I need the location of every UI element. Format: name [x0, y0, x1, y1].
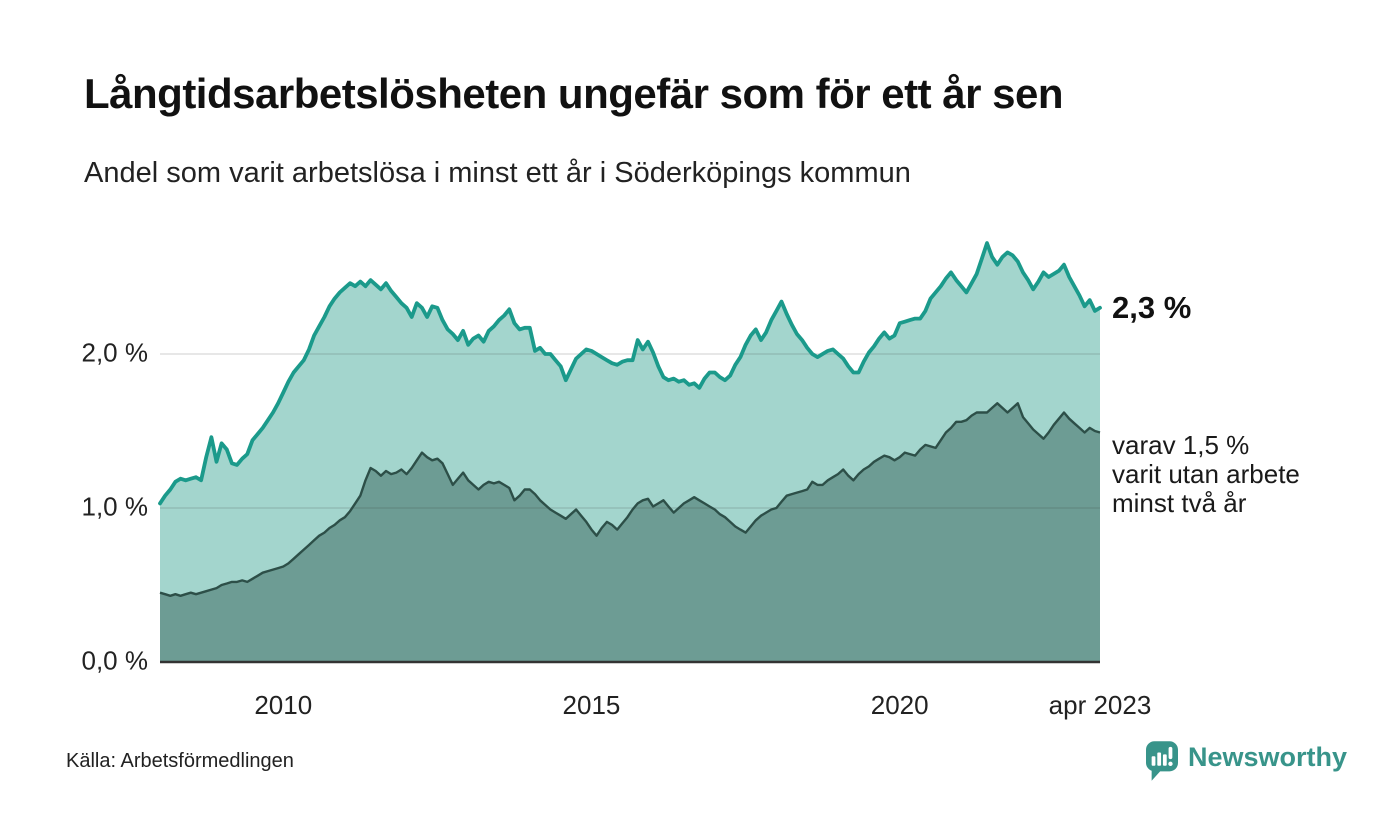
- x-tick-label: 2015: [562, 690, 621, 720]
- source-credit: Källa: Arbetsförmedlingen: [66, 750, 294, 772]
- y-tick-label: 1,0 %: [81, 491, 149, 522]
- page-subtitle: Andel som varit arbetslösa i minst ett å…: [84, 157, 911, 189]
- end-sub-line-1: varav 1,5 %: [1112, 429, 1250, 460]
- series-end-sub-label: varav 1,5 % varit utan arbete minst två …: [1112, 429, 1300, 518]
- area-fill-two-years: [160, 403, 1100, 662]
- brand-name: Newsworthy: [1188, 742, 1348, 772]
- newsworthy-bubble-chart-icon: [1146, 741, 1178, 781]
- x-tick-label: 2020: [870, 690, 929, 720]
- end-sub-line-2: varit utan arbete: [1112, 458, 1300, 489]
- line-two-years: [159, 402, 1101, 597]
- series-end-value-label: 2,3 %: [1112, 289, 1192, 325]
- y-tick-label: 0,0 %: [81, 645, 149, 676]
- page-title: Långtidsarbetslösheten ungefär som för e…: [84, 70, 1064, 117]
- end-sub-line-3: minst två år: [1112, 487, 1247, 518]
- brand-logo: Newsworthy: [1146, 741, 1347, 781]
- x-tick-label: 2010: [254, 690, 313, 720]
- x-tick-label: apr 2023: [1048, 690, 1152, 720]
- line-one-year: [158, 241, 1102, 506]
- y-tick-label: 2,0 %: [81, 337, 149, 368]
